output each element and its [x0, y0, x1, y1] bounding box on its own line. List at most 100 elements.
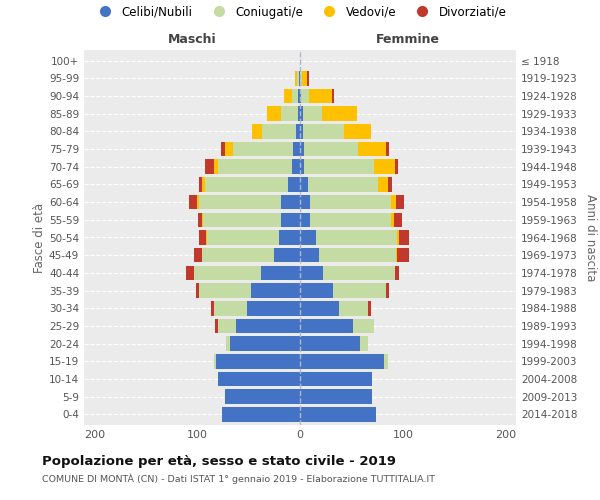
Bar: [186, 266, 194, 280]
Bar: [339, 301, 368, 316]
Bar: [391, 212, 394, 227]
Bar: [300, 124, 303, 138]
Bar: [399, 230, 409, 245]
Bar: [304, 160, 374, 174]
Y-axis label: Fasce di età: Fasce di età: [33, 202, 46, 272]
Y-axis label: Anni di nascita: Anni di nascita: [584, 194, 597, 281]
Text: COMUNE DI MONTÀ (CN) - Dati ISTAT 1° gennaio 2019 - Elaborazione TUTTITALIA.IT: COMUNE DI MONTÀ (CN) - Dati ISTAT 1° gen…: [42, 474, 435, 484]
Bar: [332, 88, 334, 103]
Bar: [225, 142, 233, 156]
Bar: [344, 124, 371, 138]
Bar: [292, 160, 300, 174]
Bar: [300, 212, 310, 227]
Bar: [300, 71, 302, 86]
Bar: [205, 177, 287, 192]
Bar: [199, 177, 202, 192]
Bar: [300, 88, 301, 103]
Bar: [296, 124, 300, 138]
Bar: [236, 318, 300, 333]
Bar: [226, 336, 230, 351]
Bar: [308, 177, 378, 192]
Bar: [203, 212, 281, 227]
Bar: [287, 177, 300, 192]
Bar: [274, 248, 300, 262]
Bar: [225, 390, 300, 404]
Bar: [196, 284, 199, 298]
Bar: [221, 142, 225, 156]
Bar: [295, 71, 297, 86]
Bar: [247, 301, 300, 316]
Bar: [353, 318, 374, 333]
Bar: [230, 336, 300, 351]
Bar: [378, 177, 388, 192]
Bar: [395, 195, 404, 210]
Bar: [395, 248, 397, 262]
Bar: [189, 195, 197, 210]
Bar: [301, 88, 309, 103]
Bar: [368, 301, 371, 316]
Text: Femmine: Femmine: [376, 34, 440, 46]
Bar: [302, 71, 307, 86]
Bar: [199, 284, 251, 298]
Bar: [194, 266, 261, 280]
Bar: [300, 284, 333, 298]
Bar: [307, 71, 309, 86]
Bar: [215, 318, 218, 333]
Bar: [214, 160, 218, 174]
Bar: [214, 354, 215, 368]
Bar: [198, 212, 202, 227]
Bar: [300, 407, 376, 422]
Bar: [304, 142, 358, 156]
Bar: [206, 230, 208, 245]
Bar: [386, 284, 389, 298]
Bar: [215, 354, 300, 368]
Bar: [214, 301, 247, 316]
Bar: [222, 407, 300, 422]
Bar: [267, 106, 281, 121]
Bar: [251, 124, 262, 138]
Text: Popolazione per età, sesso e stato civile - 2019: Popolazione per età, sesso e stato civil…: [42, 455, 396, 468]
Bar: [292, 88, 298, 103]
Bar: [298, 106, 300, 121]
Bar: [397, 248, 409, 262]
Bar: [284, 88, 292, 103]
Bar: [299, 71, 300, 86]
Bar: [300, 160, 304, 174]
Bar: [303, 124, 344, 138]
Bar: [386, 142, 389, 156]
Bar: [205, 160, 214, 174]
Bar: [262, 124, 296, 138]
Bar: [310, 212, 391, 227]
Bar: [309, 88, 332, 103]
Bar: [300, 372, 372, 386]
Bar: [300, 106, 303, 121]
Bar: [322, 106, 356, 121]
Bar: [300, 390, 372, 404]
Bar: [281, 212, 300, 227]
Bar: [300, 354, 385, 368]
Bar: [233, 142, 293, 156]
Bar: [300, 195, 310, 210]
Bar: [300, 142, 304, 156]
Bar: [281, 195, 300, 210]
Bar: [280, 230, 300, 245]
Bar: [391, 195, 395, 210]
Bar: [319, 248, 395, 262]
Bar: [281, 106, 298, 121]
Bar: [218, 160, 292, 174]
Bar: [388, 177, 392, 192]
Bar: [300, 230, 316, 245]
Bar: [199, 195, 281, 210]
Bar: [251, 284, 300, 298]
Bar: [323, 266, 395, 280]
Bar: [359, 336, 368, 351]
Bar: [397, 230, 399, 245]
Bar: [316, 230, 397, 245]
Legend: Celibi/Nubili, Coniugati/e, Vedovi/e, Divorziati/e: Celibi/Nubili, Coniugati/e, Vedovi/e, Di…: [89, 1, 511, 24]
Bar: [197, 195, 199, 210]
Bar: [300, 318, 353, 333]
Text: Maschi: Maschi: [167, 34, 217, 46]
Bar: [374, 160, 395, 174]
Bar: [261, 266, 300, 280]
Bar: [395, 160, 398, 174]
